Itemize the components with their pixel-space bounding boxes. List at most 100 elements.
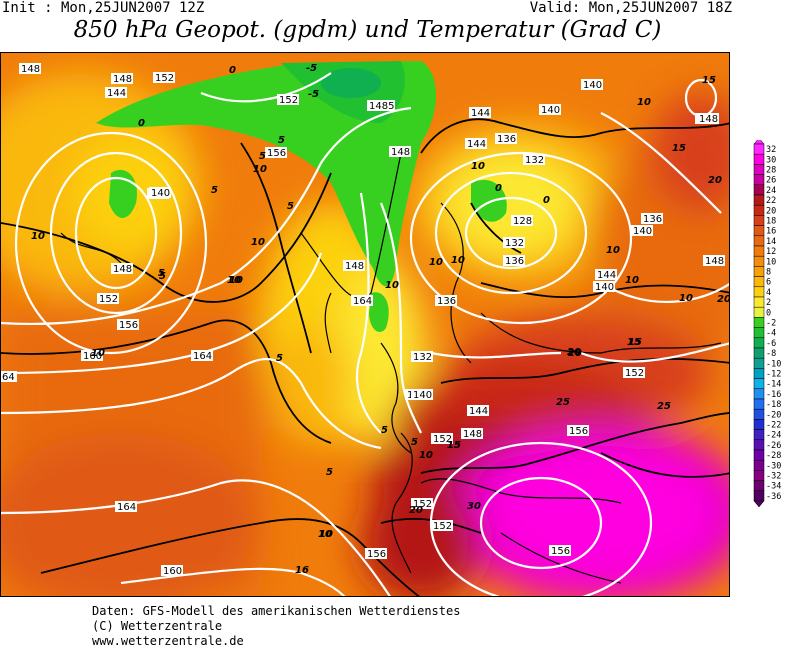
geo-label: 156 [267, 148, 286, 159]
legend-swatch [753, 276, 765, 288]
legend-label: 10 [766, 257, 776, 267]
geo-label: 144 [469, 406, 488, 417]
geo-label: 148 [391, 147, 410, 158]
legend-swatch [753, 184, 765, 196]
geo-label: 136 [437, 296, 456, 307]
legend-label: 20 [766, 206, 776, 216]
temp-label: 10 [606, 245, 620, 256]
geo-label: 156 [119, 320, 138, 331]
temp-label: 0 [495, 183, 502, 194]
geo-label: 140 [541, 105, 560, 116]
data-source-text: Daten: GFS-Modell des amerikanischen Wet… [92, 604, 461, 618]
temp-label: 15 [672, 143, 686, 154]
legend-label: -32 [766, 472, 781, 482]
temp-label: 10 [679, 293, 693, 304]
temp-label: 5 [411, 437, 418, 448]
legend-arrow-top [753, 140, 765, 145]
geo-label: 152 [155, 73, 174, 84]
temp-label: 25 [556, 397, 570, 408]
temp-label: 15 [447, 440, 461, 451]
geo-label: 148 [705, 256, 724, 267]
legend-swatch [753, 357, 765, 369]
temp-label: 20 [409, 505, 423, 516]
legend-label: 26 [766, 176, 776, 186]
legend-label: -12 [766, 370, 781, 380]
temp-label: 15 [628, 337, 642, 348]
temp-label: 15 [447, 440, 461, 451]
map-canvas: 148 148 144 152 152 156 148 144 140 132 … [1, 53, 729, 596]
legend-swatch [753, 204, 765, 216]
temp-label: 15 [702, 75, 716, 86]
temp-label: 5 [287, 201, 294, 212]
geo-label: 156 [551, 546, 570, 557]
legend-label: -10 [766, 359, 781, 369]
legend-label: 22 [766, 196, 776, 206]
geo-label: 140 [595, 282, 614, 293]
legend-label: 8 [766, 268, 771, 278]
geo-label: 164 [353, 296, 372, 307]
legend-label: -4 [766, 329, 776, 339]
geo-label: 132 [525, 155, 544, 166]
legend-label: -16 [766, 390, 781, 400]
temp-label: 16 [295, 565, 309, 576]
legend-swatch [753, 194, 765, 206]
geopotential-contours [1, 72, 729, 596]
temp-label: 30 [467, 501, 481, 512]
temp-label: 0 [543, 195, 550, 206]
temp-label: 10 [91, 348, 105, 359]
temp-label: 10 [319, 529, 333, 540]
temp-label: 10 [471, 161, 485, 172]
legend-label: -34 [766, 482, 781, 492]
geo-label: 132 [413, 352, 432, 363]
geo-label: 140 [413, 390, 432, 401]
geo-label: 164 [117, 502, 136, 513]
legend-swatch [753, 388, 765, 400]
legend-label: 16 [766, 227, 776, 237]
geo-label: 140 [151, 188, 170, 199]
legend-label: -2 [766, 319, 776, 329]
legend-label: 14 [766, 237, 776, 247]
legend-label: 32 [766, 145, 776, 155]
init-time: Init : Mon,25JUN2007 12Z [2, 0, 205, 16]
legend-label: -8 [766, 349, 776, 359]
temp-label: 10 [253, 164, 267, 175]
geo-label: 156 [367, 549, 386, 560]
temp-label: 5 [211, 185, 218, 196]
geo-label: 64 [2, 372, 15, 383]
geo-label: 148 [699, 114, 718, 125]
geo-label: 140 [633, 226, 652, 237]
legend-swatch [753, 153, 765, 165]
legend-swatch [753, 368, 765, 379]
copyright-text: (C) Wetterzentrale [92, 619, 223, 633]
geo-label: 144 [471, 108, 490, 119]
legend-swatch [753, 266, 765, 277]
temp-label: 10 [419, 450, 433, 461]
geo-label: 148 [463, 429, 482, 440]
temp-label: 10 [637, 97, 651, 108]
temp-label: 5 [381, 425, 388, 436]
geo-label: 160 [83, 351, 102, 362]
legend-label: 6 [766, 278, 771, 288]
legend-swatch [753, 143, 765, 155]
geo-label: 144 [107, 88, 126, 99]
temp-label: 10 [625, 275, 639, 286]
legend-label: 30 [766, 155, 776, 165]
geo-label: 152 [413, 499, 432, 510]
legend-swatch [753, 164, 765, 175]
legend-label: 2 [766, 298, 771, 308]
legend-label: -28 [766, 451, 781, 461]
temp-label: 10 [451, 255, 465, 266]
temp-label: 0 [138, 118, 145, 129]
geo-label: 132 [505, 238, 524, 249]
temp-label: 10 [31, 231, 45, 242]
legend-swatch [753, 459, 765, 471]
legend-label: -22 [766, 421, 781, 431]
geo-label: 136 [497, 134, 516, 145]
temperature-field [1, 73, 729, 596]
legend-label: -20 [766, 410, 781, 420]
geo-label: 148 [113, 74, 132, 85]
legend-label: -14 [766, 380, 781, 390]
temp-label: -5 [306, 63, 317, 74]
geo-label: 160 [163, 566, 182, 577]
weather-map: 148 148 144 152 152 156 148 144 140 132 … [0, 52, 730, 597]
